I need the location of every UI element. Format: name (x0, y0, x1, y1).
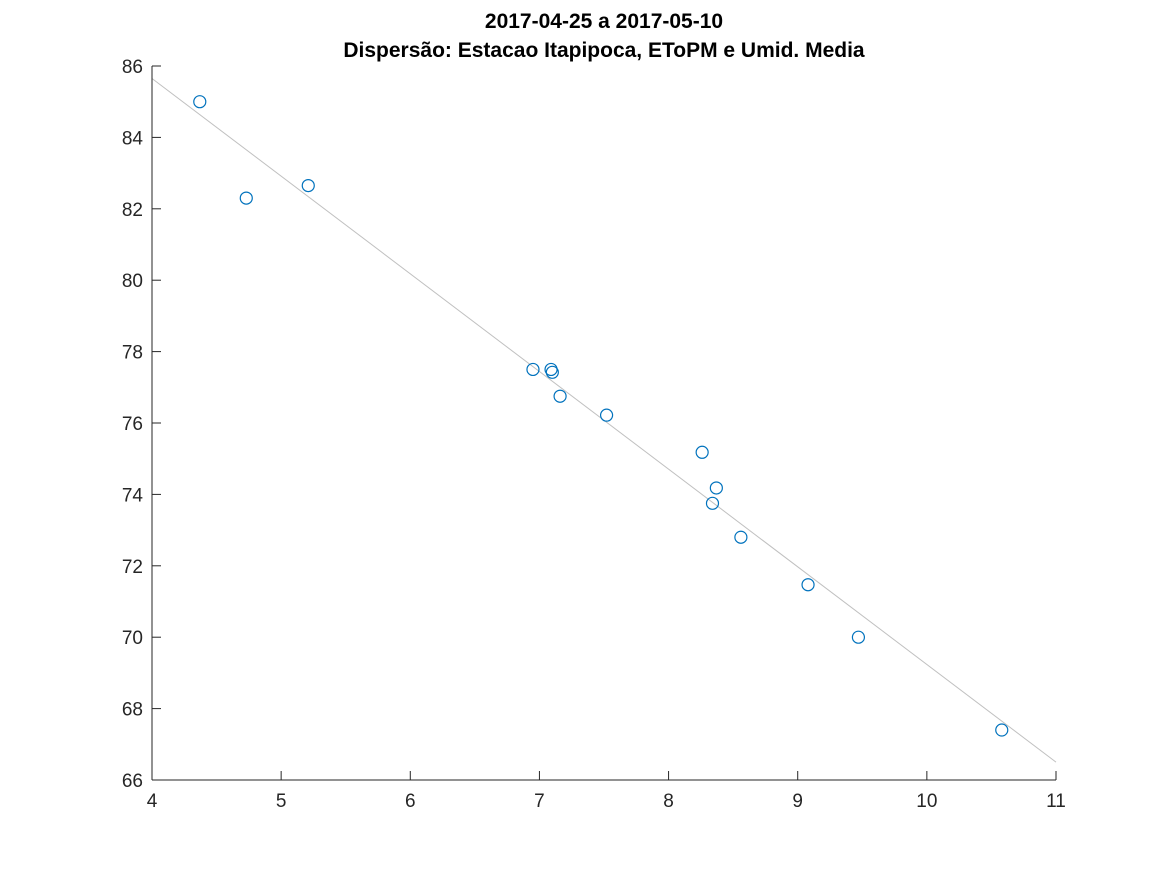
data-point (709, 481, 723, 495)
data-point (995, 723, 1009, 737)
x-tick-label: 6 (405, 791, 416, 812)
x-tick-label: 9 (792, 791, 803, 812)
data-point (851, 630, 866, 644)
y-tick-label: 76 (122, 414, 143, 435)
y-tick-label: 68 (122, 700, 143, 721)
x-axis-ticks: 4 5 6 7 8 9 10 11 (147, 771, 1066, 812)
x-tick-label: 8 (663, 791, 674, 812)
chart-title: 2017-04-25 a 2017-05-10 (485, 10, 723, 33)
y-tick-label: 80 (122, 271, 143, 292)
x-tick-label: 7 (534, 791, 545, 812)
y-tick-label: 86 (122, 57, 143, 78)
data-points (193, 95, 1009, 737)
data-point (705, 496, 720, 510)
x-tick-label: 10 (916, 791, 937, 812)
y-tick-label: 84 (122, 128, 144, 149)
y-tick-label: 82 (122, 200, 143, 221)
y-tick-label: 66 (122, 771, 143, 792)
y-tick-label: 78 (122, 343, 143, 364)
data-point (239, 191, 253, 205)
data-point (801, 578, 815, 592)
y-axis-ticks: 66 68 70 72 74 76 78 80 82 84 86 (122, 57, 161, 792)
y-tick-label: 70 (122, 628, 143, 649)
data-point (526, 362, 540, 377)
x-tick-label: 4 (147, 791, 158, 812)
data-point (193, 95, 207, 109)
data-point (301, 178, 315, 193)
data-point (599, 408, 614, 422)
chart-subtitle: Dispersão: Estacao Itapipoca, EToPM e Um… (343, 39, 865, 62)
x-tick-label: 5 (276, 791, 287, 812)
data-point (545, 365, 559, 379)
y-tick-label: 74 (122, 485, 144, 506)
data-point (695, 445, 709, 459)
x-tick-label: 11 (1046, 791, 1066, 812)
data-point (734, 530, 748, 544)
y-tick-label: 72 (122, 557, 143, 578)
data-point (553, 389, 567, 403)
